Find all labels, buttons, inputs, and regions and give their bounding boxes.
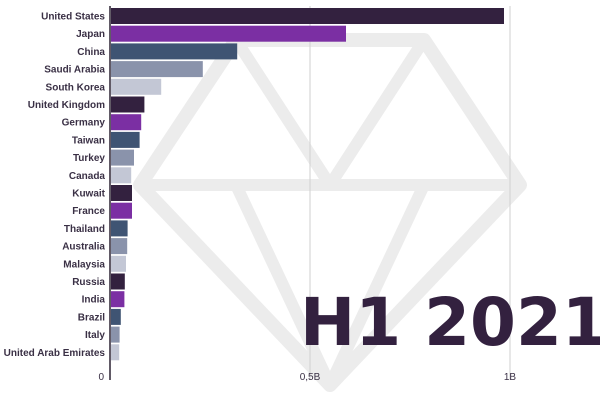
category-label-united-arab-emirates: United Arab Emirates xyxy=(4,348,106,359)
period-label: H1 2021 xyxy=(300,284,600,361)
bar-germany xyxy=(111,114,142,131)
category-label-russia: Russia xyxy=(72,277,105,288)
category-labels: United States Japan China Saudi Arabia South… xyxy=(4,12,106,359)
category-label-kuwait: Kuwait xyxy=(72,189,105,200)
category-label-china: China xyxy=(77,47,105,58)
category-label-south-korea: South Korea xyxy=(46,82,106,93)
category-label-united-kingdom: United Kingdom xyxy=(28,100,105,111)
category-label-turkey: Turkey xyxy=(73,153,105,164)
bar-brazil xyxy=(111,308,121,325)
category-label-saudi-arabia: Saudi Arabia xyxy=(44,65,105,76)
bar-japan xyxy=(111,25,346,42)
tick-label-0: 0 xyxy=(98,372,104,383)
category-label-canada: Canada xyxy=(69,171,106,182)
bars xyxy=(111,8,504,361)
category-label-india: India xyxy=(82,295,106,306)
category-label-germany: Germany xyxy=(62,118,106,129)
bar-united-arab-emirates xyxy=(111,344,120,361)
tick-label-1: 0,5B xyxy=(300,372,321,383)
bar-thailand xyxy=(111,220,128,237)
category-label-brazil: Brazil xyxy=(78,312,105,323)
tick-label-2: 1B xyxy=(504,372,517,383)
bar-china xyxy=(111,43,238,60)
category-label-malaysia: Malaysia xyxy=(63,259,105,270)
bar-saudi-arabia xyxy=(111,61,203,78)
bar-kuwait xyxy=(111,185,132,201)
bar-united-kingdom xyxy=(111,96,145,113)
bar-australia xyxy=(111,238,128,255)
category-label-italy: Italy xyxy=(85,330,105,341)
bar-russia xyxy=(111,273,125,290)
bar-canada xyxy=(111,167,132,184)
bar-south-korea xyxy=(111,78,162,95)
category-label-france: France xyxy=(72,206,105,217)
bar-italy xyxy=(111,326,120,343)
category-label-australia: Australia xyxy=(62,242,105,253)
bar-france xyxy=(111,202,132,219)
category-label-japan: Japan xyxy=(76,29,105,40)
bar-united-states xyxy=(111,8,504,24)
category-label-taiwan: Taiwan xyxy=(72,135,105,146)
bar-india xyxy=(111,291,125,308)
gridlines xyxy=(309,6,511,380)
diamond-watermark-icon xyxy=(133,33,527,392)
tick-labels: 0 0,5B 1B xyxy=(98,372,516,383)
category-label-united-states: United States xyxy=(41,12,105,23)
bar-taiwan xyxy=(111,131,140,148)
bar-turkey xyxy=(111,149,134,166)
category-label-thailand: Thailand xyxy=(64,224,105,235)
bar-malaysia xyxy=(111,255,126,272)
